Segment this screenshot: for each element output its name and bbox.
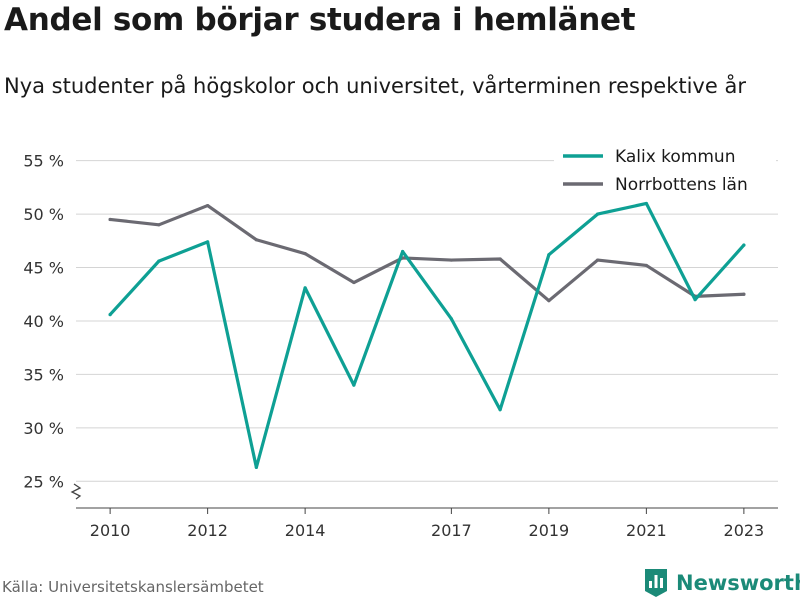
data-point xyxy=(547,299,551,303)
y-tick-label: 45 % xyxy=(23,259,64,278)
data-point xyxy=(596,258,600,262)
data-point xyxy=(254,238,258,242)
y-tick-label: 40 % xyxy=(23,312,64,331)
data-point xyxy=(157,259,161,263)
data-point xyxy=(108,217,112,222)
x-tick-label: 2017 xyxy=(431,521,472,540)
data-point xyxy=(108,312,112,317)
data-point xyxy=(352,383,356,387)
data-point xyxy=(303,252,307,256)
data-point xyxy=(547,253,551,257)
brand-name: Newsworthy xyxy=(676,571,800,595)
x-tick-label: 2012 xyxy=(187,521,228,540)
bar-chart-logo-icon xyxy=(645,569,667,597)
y-tick-label: 50 % xyxy=(23,205,64,224)
legend-background xyxy=(554,140,776,200)
data-point xyxy=(498,257,502,261)
x-tick-label: 2023 xyxy=(724,521,765,540)
x-tick-label: 2021 xyxy=(626,521,667,540)
data-point xyxy=(644,201,648,206)
data-point xyxy=(693,298,697,302)
data-point xyxy=(644,263,648,268)
series-line-kalix-kommun xyxy=(108,201,746,469)
data-point xyxy=(206,240,210,244)
x-tick-label: 2014 xyxy=(285,521,326,540)
chart-subtitle: Nya studenter på högskolor och universit… xyxy=(4,74,746,98)
data-point xyxy=(742,243,746,247)
legend: Kalix kommun Norrbottens län xyxy=(554,140,776,200)
y-tick-label: 35 % xyxy=(23,365,64,384)
brand-logo[interactable]: Newsworthy xyxy=(644,568,800,598)
data-point xyxy=(596,212,600,216)
legend-label: Norrbottens län xyxy=(615,175,748,195)
data-point xyxy=(449,258,453,262)
x-tick-label: 2010 xyxy=(90,521,131,540)
y-tick-label: 30 % xyxy=(23,419,64,438)
source-note: Källa: Universitetskanslersämbetet xyxy=(2,578,264,596)
data-point xyxy=(401,249,405,254)
data-point xyxy=(742,292,746,296)
data-point xyxy=(303,286,307,290)
data-point xyxy=(254,465,258,469)
y-tick-label: 55 % xyxy=(23,152,64,171)
data-point xyxy=(206,203,210,208)
legend-label: Kalix kommun xyxy=(615,147,736,167)
data-point xyxy=(498,408,502,412)
data-point xyxy=(352,280,356,285)
chart-title: Andel som börjar studera i hemlänet xyxy=(4,2,636,38)
series-line-norrbottens-län xyxy=(108,203,746,303)
data-point xyxy=(157,223,161,227)
data-point xyxy=(449,317,453,321)
y-tick-label: 25 % xyxy=(23,472,64,491)
axis-break-marker xyxy=(70,483,82,500)
x-tick-label: 2019 xyxy=(529,521,570,540)
